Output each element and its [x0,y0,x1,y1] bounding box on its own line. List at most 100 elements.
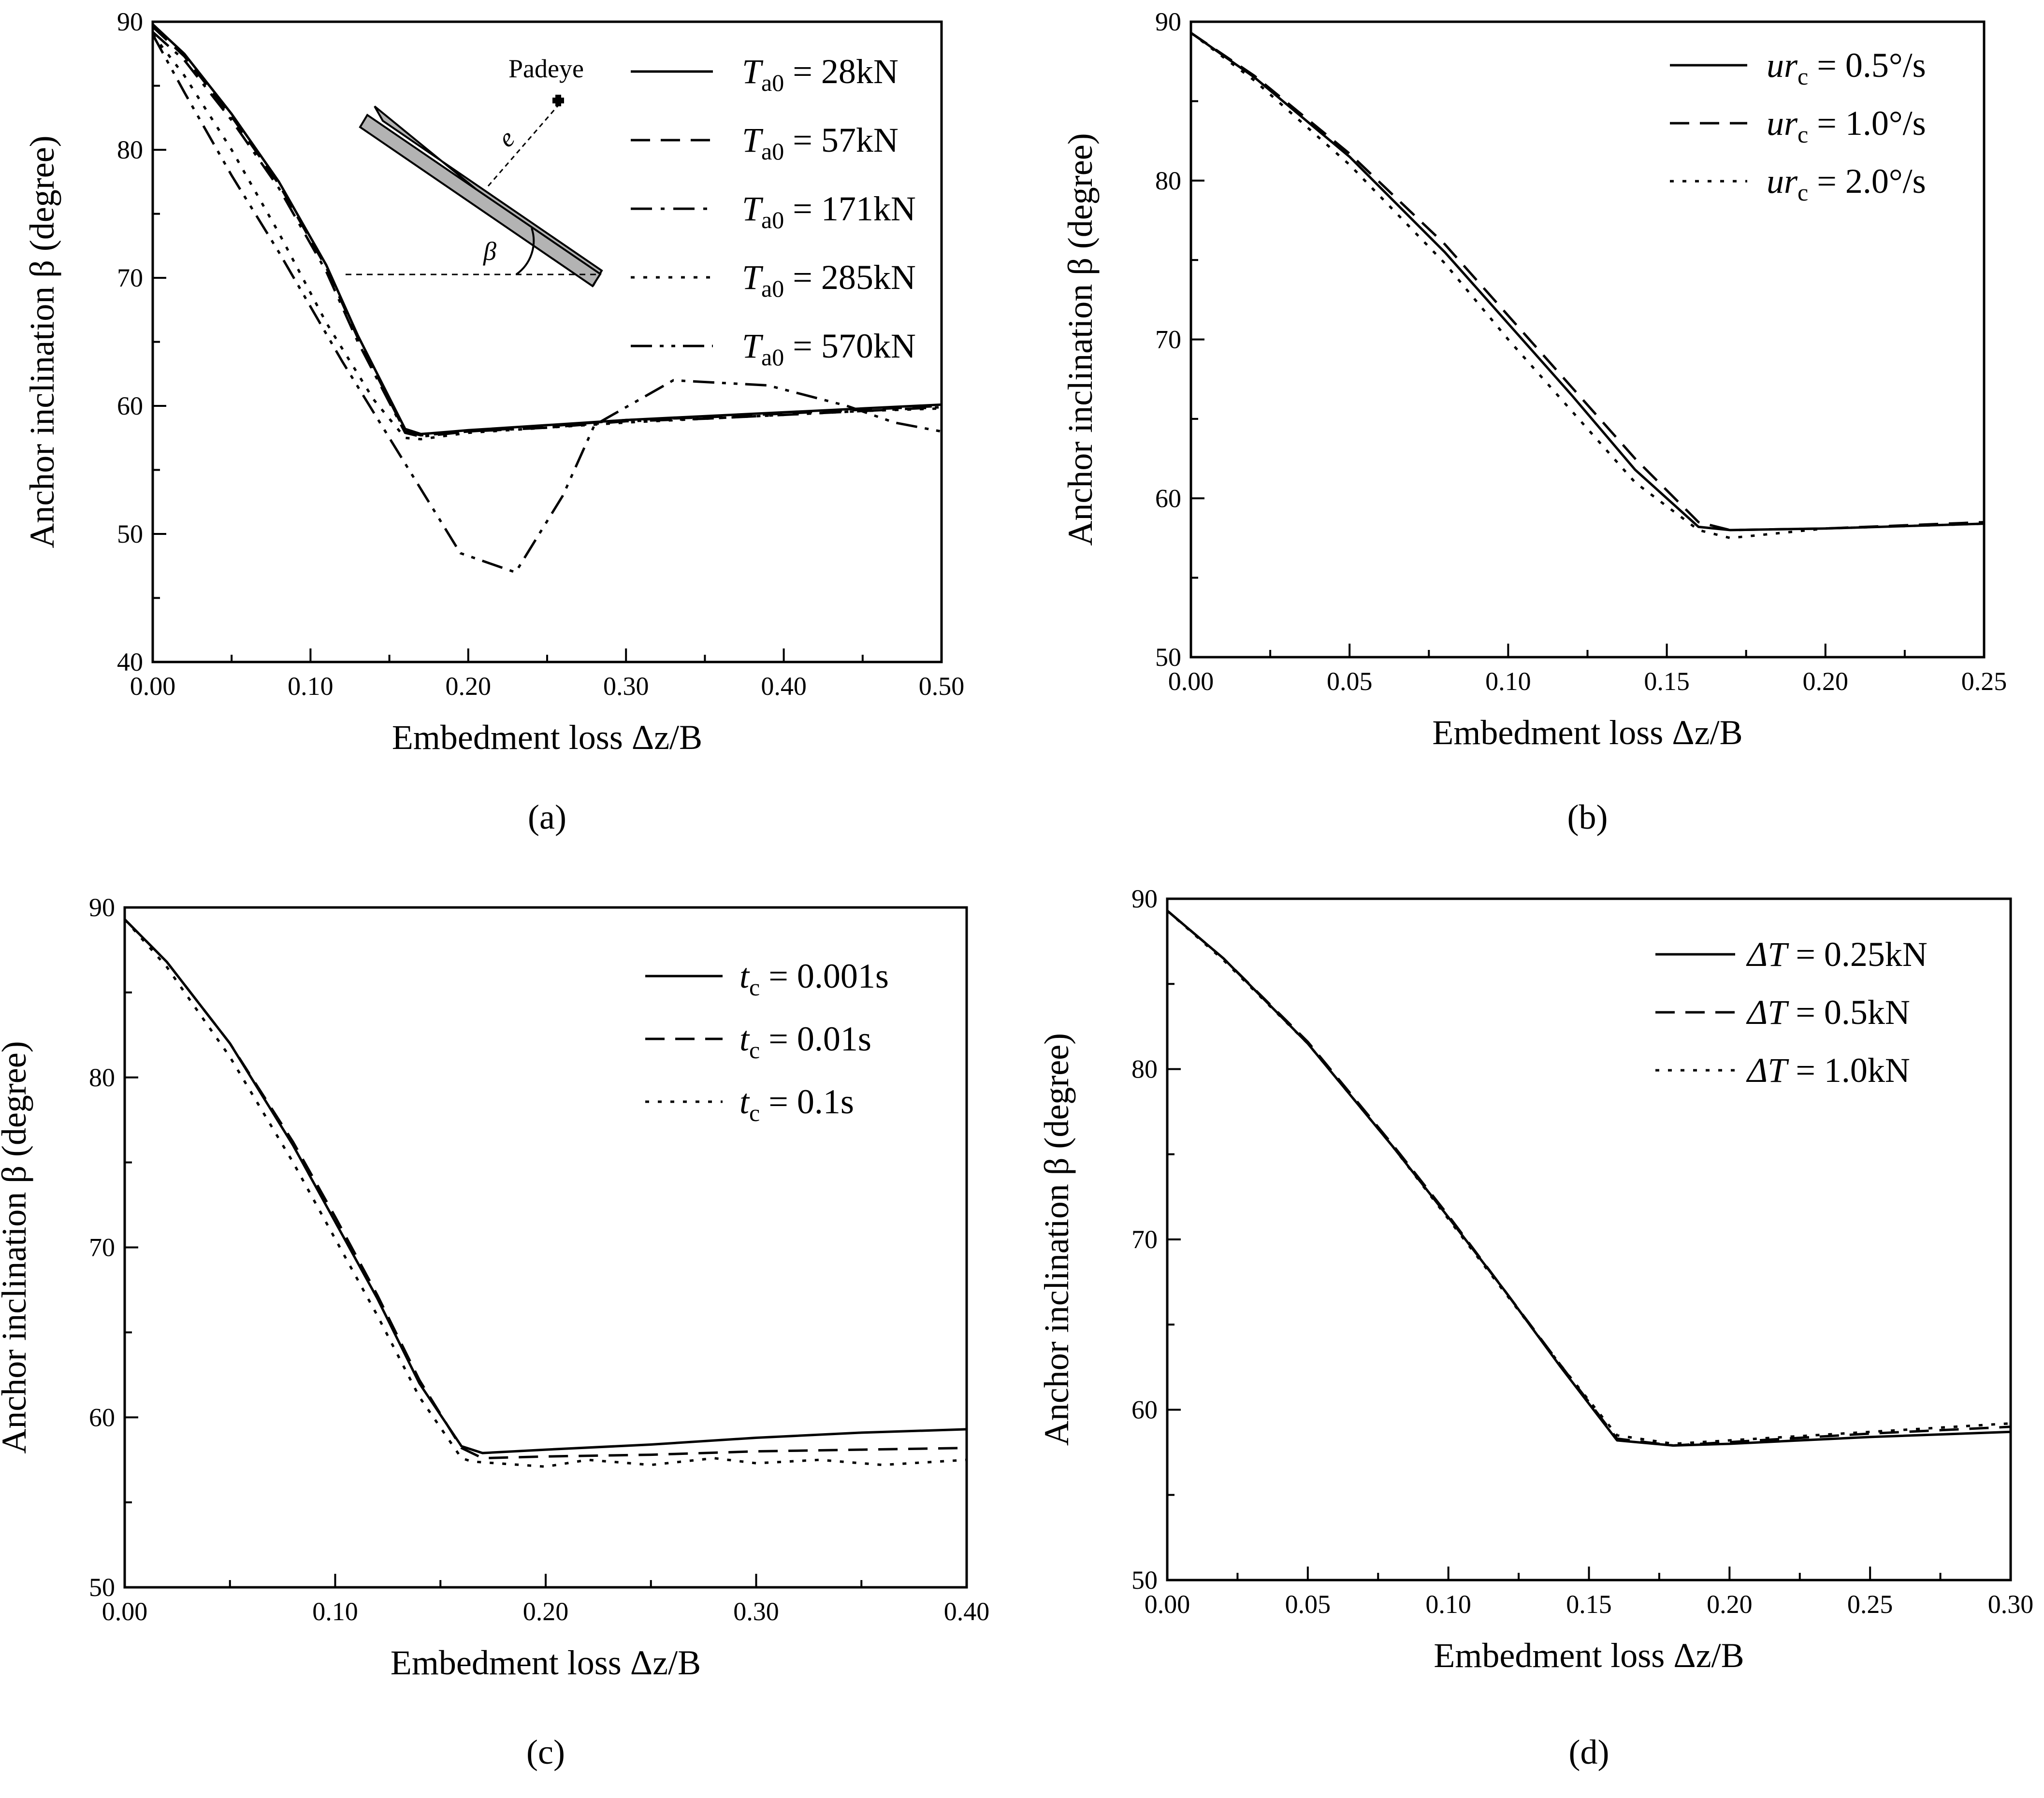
legend-symbol: ΔT [1746,1051,1789,1090]
legend-value: = 0.5°/s [1808,46,1926,85]
x-tick-label: 0.30 [1988,1590,2034,1619]
x-tick-label: 0.20 [523,1597,569,1626]
legend-subscript: c [1798,63,1808,90]
y-tick-label: 50 [117,519,143,548]
legend-symbol: T [742,121,764,159]
y-axis-label: Anchor inclination β (degree) [1037,1033,1076,1446]
x-tick-label: 0.05 [1327,667,1373,696]
y-axis-label: Anchor inclination β (degree) [0,1041,33,1453]
legend-value: = 57kN [784,121,899,159]
legend-symbol: t [739,957,750,995]
x-axis-label: Embedment loss Δz/B [391,1643,701,1682]
x-tick-label: 0.25 [1961,667,2007,696]
x-axis-label: Embedment loss Δz/B [1432,713,1742,752]
legend-value: = 1.0kN [1787,1051,1910,1090]
legend-subscript: c [749,1036,760,1064]
x-tick-label: 0.20 [446,672,492,701]
legend-label-1: ΔT = 0.25kN [1746,935,1928,974]
legend-subscript: c [749,974,760,1001]
legend-value: = 0.001s [760,957,889,995]
x-axis-label: Embedment loss Δz/B [1434,1636,1744,1675]
legend-subscript: a0 [761,275,784,302]
x-tick-label: 0.20 [1803,667,1849,696]
y-axis-label: Anchor inclination β (degree) [1061,133,1100,546]
x-tick-label: 0.00 [1145,1590,1190,1619]
legend-label-3: urc = 2.0°/s [1767,162,1926,206]
legend-label-2: ΔT = 0.5kN [1746,993,1910,1032]
legend-value: = 0.1s [760,1082,854,1121]
anchor-plate-body [359,114,602,288]
x-tick-label: 0.10 [288,672,333,701]
y-tick-label: 50 [89,1573,115,1602]
x-tick-label: 0.30 [733,1597,779,1626]
x-tick-label: 0.15 [1566,1590,1612,1619]
y-tick-label: 60 [117,391,143,420]
y-tick-label: 80 [89,1063,115,1092]
legend-symbol: t [739,1020,750,1058]
legend-value: = 570kN [784,327,916,365]
y-axis-label: Anchor inclination β (degree) [23,135,61,548]
legend-symbol: ΔT [1746,993,1789,1032]
panel-c: 0.00 0.10 0.20 0.30 0.40 50 60 70 80 90 Embedment … [0,893,989,1771]
series-line-3 [1190,32,1985,539]
legend-subscript: a0 [761,138,784,165]
legend-label-3: ΔT = 1.0kN [1746,1051,1910,1090]
legend-value: = 2.0°/s [1808,162,1926,201]
legend-symbol: T [742,189,764,228]
x-tick-label: 0.20 [1707,1590,1753,1619]
x-tick-label: 0.00 [1168,667,1214,696]
y-tick-label: 50 [1131,1566,1158,1595]
x-tick-label: 0.10 [1425,1590,1471,1619]
y-tick-label: 80 [1155,166,1181,195]
legend-label-1: Ta0 = 28kN [742,52,899,96]
legend-label-5: Ta0 = 570kN [742,327,916,371]
x-axis-label: Embedment loss Δz/B [392,718,702,757]
legend-label-1: urc = 0.5°/s [1767,46,1926,90]
panel-label: (d) [1569,1733,1609,1771]
legend-symbol: T [742,258,764,297]
y-tick-label: 70 [89,1233,115,1262]
series-line-4 [152,33,942,441]
legend-symbol: T [742,52,764,91]
legend-symbol: ur [1767,162,1798,201]
x-tick-label: 0.25 [1847,1590,1893,1619]
series-line-3 [152,31,942,438]
x-tick-label: 0.00 [102,1597,148,1626]
x-tick-label: 0.10 [1485,667,1531,696]
anchor-schematic: Padeye e β [346,54,603,288]
legend-subscript: a0 [761,206,784,233]
x-tick-label: 0.30 [603,672,649,701]
legend-subscript: c [1798,121,1808,148]
legend-subscript: a0 [761,69,784,96]
y-tick-label: 90 [89,893,115,922]
series-line-1 [1190,31,1985,532]
legend-value: = 171kN [784,189,916,228]
padeye-label: Padeye [508,54,584,83]
panel-b: 0.00 0.05 0.10 0.15 0.20 0.25 50 60 70 80 90 Embedm… [1061,7,2007,836]
legend-value: = 0.01s [760,1020,871,1058]
legend-symbol: T [742,327,764,365]
series-line-2 [124,918,967,1460]
legend-value: = 0.25kN [1787,935,1928,974]
y-tick-label: 50 [1155,643,1181,672]
x-tick-label: 0.40 [944,1597,990,1626]
y-tick-label: 70 [117,263,143,292]
legend-label-3: tc = 0.1s [739,1082,854,1126]
legend-symbol: ΔT [1746,935,1789,974]
legend-label-2: urc = 1.0°/s [1767,104,1926,148]
series-line-3 [124,918,967,1468]
series-line-1 [124,918,967,1454]
legend-label-3: Ta0 = 171kN [742,189,916,233]
y-tick-label: 90 [1155,7,1181,36]
x-tick-label: 0.15 [1644,667,1690,696]
series-line-5 [151,34,942,574]
series-line-1 [1166,909,2011,1447]
y-tick-label: 90 [117,7,143,36]
y-tick-label: 70 [1131,1225,1158,1254]
legend-label-4: Ta0 = 285kN [742,258,916,302]
panel-d: 0.00 0.05 0.10 0.15 0.20 0.25 0.30 50 60 70 80 90 Em… [1037,884,2033,1771]
x-tick-label: 0.10 [312,1597,358,1626]
legend-subscript: c [1798,179,1808,206]
y-tick-label: 60 [1131,1395,1158,1424]
